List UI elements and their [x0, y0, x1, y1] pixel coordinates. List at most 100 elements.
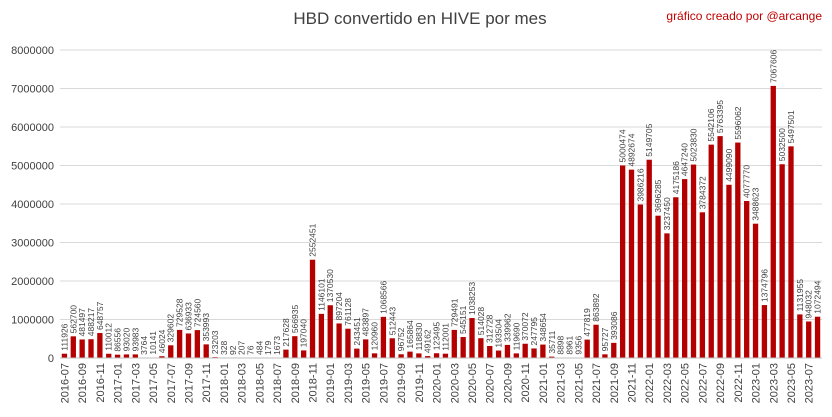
- x-tick-label: 2023-01: [751, 363, 763, 403]
- data-label: 329602: [166, 314, 176, 343]
- bar: [203, 344, 209, 358]
- data-label: 5023830: [689, 128, 699, 161]
- data-label: 897204: [334, 292, 344, 321]
- data-label: 863892: [591, 293, 601, 322]
- x-tick-label: 2023-03: [768, 363, 780, 403]
- data-label: 247795: [529, 317, 539, 346]
- x-tick-label: 2018-05: [254, 363, 266, 403]
- bar: [283, 349, 289, 358]
- data-label: 110012: [104, 323, 114, 351]
- data-label: 46024: [157, 329, 167, 353]
- data-label: 5497501: [786, 110, 796, 143]
- data-label: 3488623: [751, 187, 761, 220]
- bar: [478, 338, 484, 358]
- data-label: 1072494: [813, 280, 823, 313]
- data-label: 545151: [458, 305, 468, 334]
- bar: [779, 164, 785, 358]
- data-label: 5596062: [733, 106, 743, 139]
- data-label: 5032500: [777, 128, 787, 161]
- x-tick-label: 2020-05: [467, 363, 479, 403]
- data-label: 76: [246, 345, 256, 355]
- bar: [345, 328, 351, 358]
- x-tick-label: 2023-05: [786, 363, 798, 403]
- bar: [159, 356, 165, 358]
- data-label: 484: [254, 341, 264, 355]
- bar: [761, 305, 768, 358]
- x-tick-label: 2019-11: [414, 363, 426, 403]
- data-label: 1146101: [316, 278, 326, 311]
- data-label: 1370530: [325, 269, 335, 302]
- bar: [504, 344, 511, 358]
- bar: [814, 316, 821, 358]
- x-tick-label: 2022-05: [680, 363, 692, 403]
- x-tick-label: 2021-11: [627, 363, 639, 403]
- data-label: 3986216: [635, 168, 645, 201]
- data-label: 348654: [538, 313, 548, 342]
- bar: [460, 337, 466, 358]
- x-tick-label: 2021-07: [591, 363, 603, 403]
- bar: [469, 318, 475, 358]
- y-tick-label: 0: [48, 353, 54, 365]
- data-label: 761128: [343, 298, 353, 326]
- bar: [690, 164, 697, 358]
- data-label: 35711: [547, 330, 557, 353]
- x-tick-label: 2017-11: [201, 363, 213, 403]
- bar: [88, 339, 94, 358]
- x-tick-label: 2021-01: [538, 363, 550, 403]
- data-label: 118830: [414, 322, 424, 350]
- data-label: 95727: [600, 327, 610, 351]
- bar: [797, 314, 803, 358]
- x-tick-label: 2017-01: [113, 363, 125, 403]
- data-label: 4647240: [680, 143, 690, 176]
- data-label: 4892674: [627, 133, 637, 166]
- x-tick-label: 2020-11: [520, 363, 532, 403]
- bar: [354, 348, 360, 358]
- data-label: 339962: [502, 313, 512, 342]
- data-label: 93020: [121, 328, 131, 352]
- data-label: 512443: [387, 307, 397, 336]
- bar: [70, 336, 76, 358]
- bar: [309, 259, 316, 358]
- y-tick-label: 6000000: [11, 122, 54, 134]
- data-label: 112001: [440, 323, 450, 351]
- y-tick-label: 8000000: [11, 45, 54, 57]
- bar: [292, 336, 298, 358]
- bar: [726, 184, 732, 358]
- data-label: 8961: [564, 335, 574, 354]
- data-label: 179: [263, 341, 273, 355]
- data-label: 96752: [396, 327, 406, 351]
- data-label: 3764: [139, 336, 149, 355]
- bar: [584, 339, 590, 358]
- data-label: 1374796: [759, 269, 769, 302]
- x-tick-label: 2018-03: [237, 363, 249, 403]
- data-label: 393086: [609, 311, 619, 340]
- data-label: 3696285: [653, 179, 663, 212]
- bar: [185, 333, 192, 358]
- bar: [602, 354, 608, 358]
- bar: [699, 212, 706, 358]
- data-label: 10141: [148, 331, 158, 355]
- data-label: 948032: [804, 290, 814, 319]
- x-tick-label: 2018-09: [290, 363, 302, 403]
- bar: [744, 201, 750, 358]
- bar: [61, 353, 68, 358]
- bar: [114, 354, 121, 358]
- bar: [673, 197, 679, 358]
- bar: [132, 354, 138, 358]
- data-label: 123495: [432, 322, 442, 351]
- y-tick-label: 5000000: [11, 161, 54, 173]
- bar: [106, 353, 112, 358]
- data-label: 111926: [59, 323, 69, 350]
- data-label: 197040: [299, 319, 309, 348]
- data-label: 8898: [556, 335, 566, 354]
- data-label: 636933: [183, 302, 193, 331]
- data-label: 1673: [272, 336, 282, 355]
- bar: [336, 323, 342, 358]
- bar: [646, 159, 652, 358]
- x-tick-label: 2020-07: [485, 363, 497, 403]
- data-label: 207: [237, 341, 247, 355]
- x-tick-label: 2018-07: [272, 363, 284, 403]
- x-tick-label: 2017-03: [130, 363, 142, 403]
- bar: [380, 316, 387, 358]
